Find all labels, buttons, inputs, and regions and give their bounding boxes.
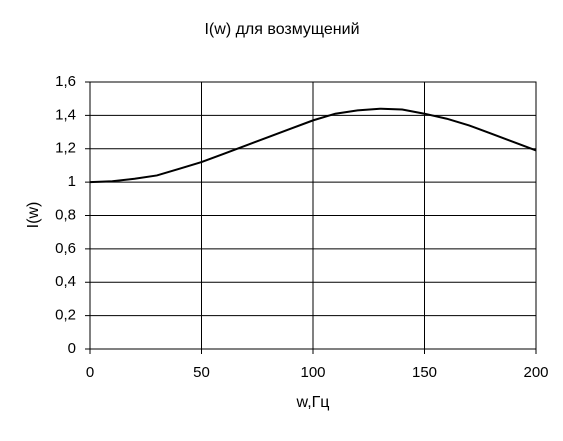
y-tick-label: 0,8 <box>55 206 76 223</box>
x-tick-label: 50 <box>193 364 210 381</box>
y-tick-label: 0,6 <box>55 240 76 257</box>
y-axis-label: I(w) <box>25 202 42 229</box>
plot-border <box>89 81 537 350</box>
x-tick-label: 0 <box>86 364 94 381</box>
y-tick-label: 0 <box>68 340 76 357</box>
y-tick-label: 1,2 <box>55 140 76 157</box>
y-tick-label: 1,6 <box>55 73 76 90</box>
chart-title: I(w) для возмущений <box>204 21 359 38</box>
y-tick-label: 0,4 <box>55 273 76 290</box>
y-tick-label: 1 <box>68 173 76 190</box>
x-tick-label: 100 <box>300 364 325 381</box>
y-tick-label: 1,4 <box>55 106 76 123</box>
x-axis-label: w,Гц <box>296 394 330 411</box>
x-tick-label: 200 <box>523 364 548 381</box>
y-tick-label: 0,2 <box>55 307 76 324</box>
data-line <box>89 107 537 184</box>
x-tick-label: 150 <box>412 364 437 381</box>
